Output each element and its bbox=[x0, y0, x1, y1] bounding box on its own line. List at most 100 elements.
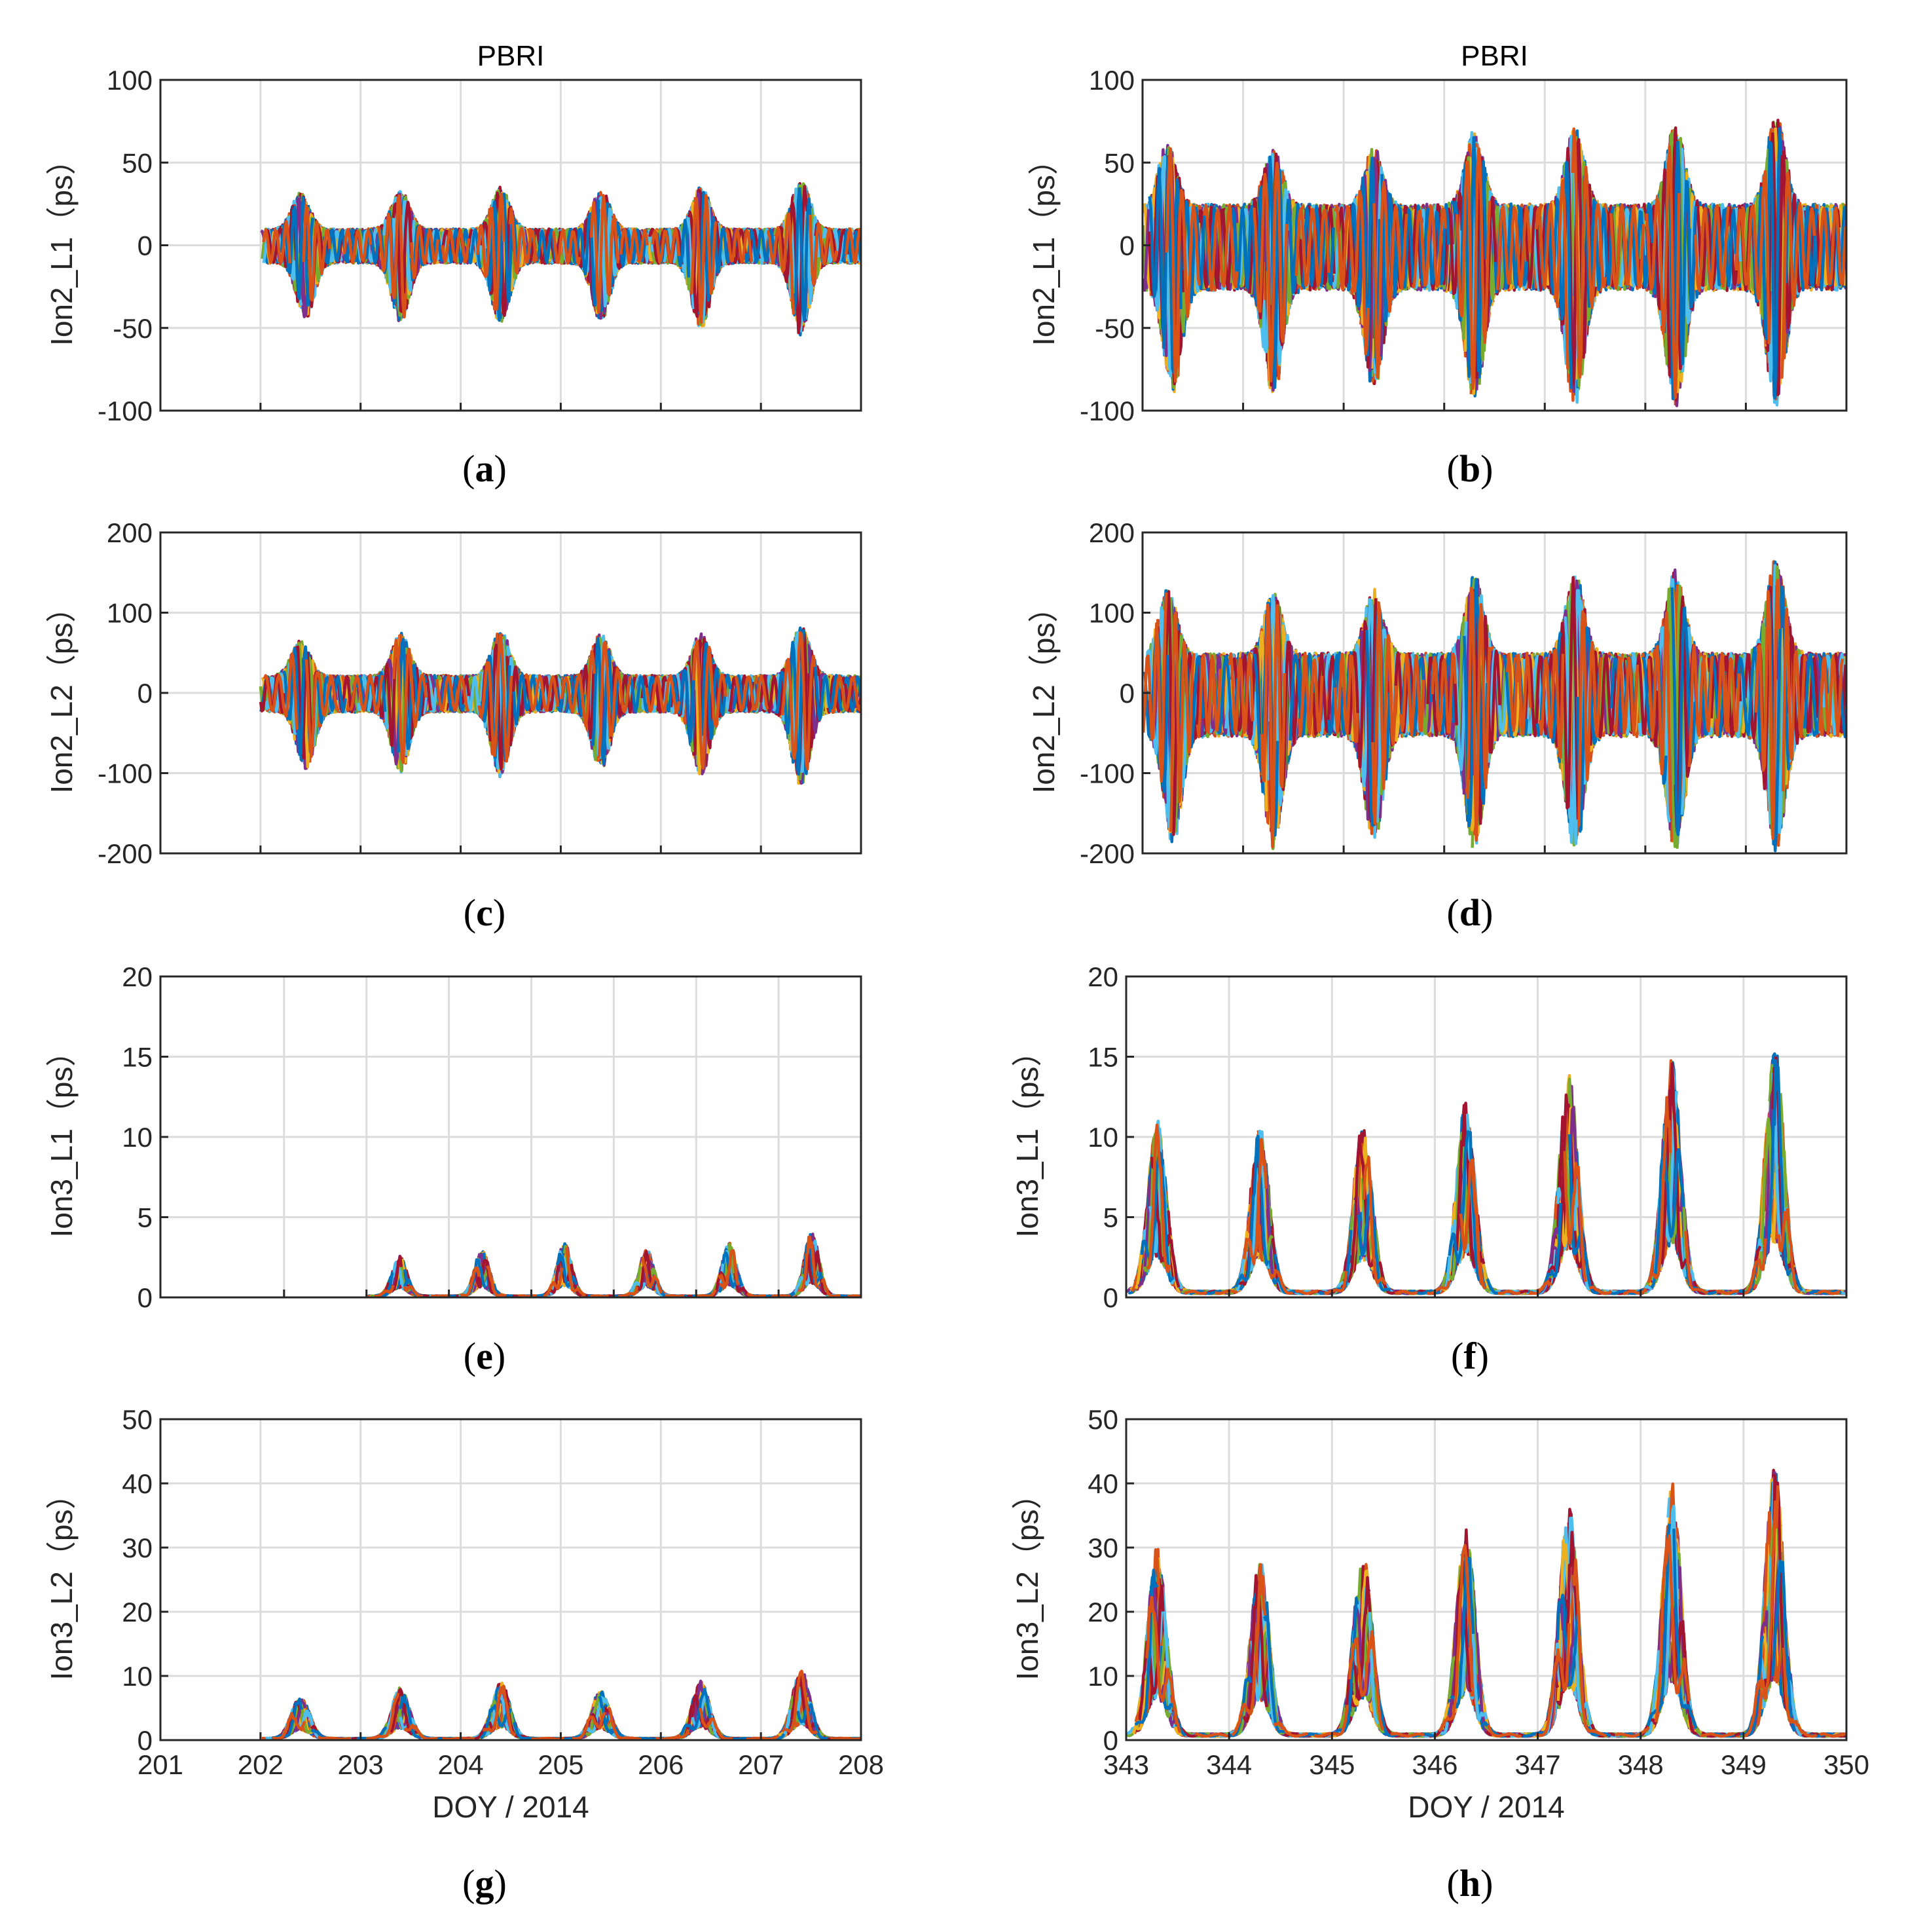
data-series-c-28 bbox=[591, 637, 621, 766]
data-series-g-28 bbox=[796, 1703, 828, 1740]
data-series-h-29 bbox=[1273, 1721, 1308, 1738]
data-series-d-29 bbox=[1333, 652, 1360, 743]
data-series-b-29 bbox=[1495, 205, 1531, 290]
data-series-g-29 bbox=[784, 1669, 818, 1734]
data-series-f-29 bbox=[1242, 1138, 1268, 1265]
data-series-f-29 bbox=[1184, 1289, 1207, 1295]
data-series-h-27 bbox=[1446, 1560, 1473, 1724]
y-tick-label: 10 bbox=[122, 1661, 153, 1692]
data-series-h-29 bbox=[1194, 1732, 1229, 1738]
data-series-c-29 bbox=[477, 633, 513, 763]
y-tick-label: 10 bbox=[122, 1122, 153, 1153]
y-tick-label: -100 bbox=[1080, 758, 1135, 789]
data-series-f-29 bbox=[1459, 1159, 1484, 1286]
data-series-b-28 bbox=[1148, 155, 1182, 375]
axes-box-g bbox=[159, 1418, 862, 1741]
x-tick-label: 203 bbox=[338, 1749, 384, 1780]
y-tick-label: 50 bbox=[1104, 147, 1135, 178]
panel-caption: (a) bbox=[462, 447, 507, 490]
data-series-b-28 bbox=[1416, 202, 1450, 286]
data-series-b-29 bbox=[1734, 170, 1770, 344]
data-series-h-29 bbox=[1486, 1724, 1522, 1738]
data-series-c-27 bbox=[609, 666, 636, 739]
data-series-e-28 bbox=[556, 1253, 578, 1288]
panel-c: -200 -100 0 100 200 Ion2_L2（ps） (c) bbox=[45, 517, 862, 934]
data-series-b-29 bbox=[1253, 162, 1289, 382]
y-tick-label: 10 bbox=[1088, 1661, 1118, 1692]
data-series-f-27 bbox=[1659, 1062, 1690, 1270]
data-series-a-29 bbox=[589, 194, 619, 314]
data-series-f-29 bbox=[1777, 1208, 1801, 1293]
data-series-b-29 bbox=[1694, 204, 1730, 292]
data-series-c-29 bbox=[780, 631, 816, 771]
panel-caption: (f) bbox=[1451, 1335, 1489, 1377]
data-series-c-27 bbox=[759, 667, 786, 717]
data-series-c-29 bbox=[435, 674, 470, 713]
data-series-h-29 bbox=[1390, 1732, 1425, 1738]
data-series-a-29 bbox=[475, 193, 505, 311]
x-tick-label: 348 bbox=[1618, 1749, 1664, 1780]
y-tick-label: 5 bbox=[1103, 1202, 1118, 1233]
data-series-g-29 bbox=[482, 1684, 516, 1737]
data-series-g-29 bbox=[830, 1736, 861, 1740]
data-series-d-29 bbox=[1169, 611, 1196, 832]
data-series-c-28 bbox=[665, 663, 695, 743]
data-series-f-29 bbox=[1497, 1290, 1521, 1295]
panel-g: 201 202 203 204 205 206 207 208 0 10 20 30 40 50 Ion3_… bbox=[45, 1404, 884, 1904]
data-series-g-29 bbox=[442, 1736, 475, 1740]
data-series-b-29 bbox=[1571, 127, 1607, 379]
series-group-f bbox=[1126, 1052, 1846, 1295]
data-series-e-29 bbox=[430, 1294, 450, 1297]
data-series-a-29 bbox=[441, 228, 471, 264]
data-series-d-29 bbox=[1260, 603, 1287, 849]
data-series-c-28 bbox=[512, 673, 543, 726]
data-series-a-29 bbox=[845, 227, 861, 265]
data-series-d-28 bbox=[1429, 652, 1456, 735]
data-series-g-29 bbox=[317, 1735, 352, 1740]
panel-caption: (g) bbox=[462, 1862, 507, 1904]
data-series-f-29 bbox=[1146, 1123, 1171, 1273]
data-series-h-29 bbox=[1438, 1544, 1474, 1732]
data-series-e-29 bbox=[820, 1278, 841, 1297]
y-tick-label: 0 bbox=[1120, 678, 1135, 709]
data-series-a-28 bbox=[566, 200, 600, 307]
data-series-e-29 bbox=[746, 1292, 767, 1297]
data-series-g-29 bbox=[572, 1711, 606, 1740]
data-series-f-27 bbox=[1347, 1134, 1377, 1284]
panel-h: 343 344 345 346 347 348 349 350 0 10 20 30 40 50 Ion3_… bbox=[1010, 1404, 1869, 1904]
data-series-b-29 bbox=[1456, 147, 1492, 390]
data-series-a-29 bbox=[302, 204, 332, 302]
x-tick-label: 345 bbox=[1309, 1749, 1355, 1780]
x-tick-label: 204 bbox=[438, 1749, 484, 1780]
y-axis-label: Ion3_L2（ps） bbox=[1010, 1479, 1044, 1681]
data-series-f-28 bbox=[1808, 1290, 1842, 1295]
y-tick-label: -200 bbox=[98, 838, 153, 869]
data-series-e-29 bbox=[665, 1294, 685, 1297]
data-series-f-29 bbox=[1684, 1231, 1709, 1295]
data-series-b-29 bbox=[1203, 203, 1239, 292]
data-series-h-28 bbox=[1672, 1529, 1698, 1729]
data-series-d-29 bbox=[1196, 653, 1222, 739]
data-series-e-29 bbox=[543, 1267, 564, 1297]
y-tick-label: 20 bbox=[122, 1597, 153, 1627]
data-series-f-28 bbox=[1357, 1186, 1391, 1292]
data-series-b-29 bbox=[1334, 189, 1370, 356]
y-tick-label: 0 bbox=[137, 1282, 153, 1313]
x-tick-label: 343 bbox=[1103, 1749, 1149, 1780]
y-tick-label: 0 bbox=[1120, 231, 1135, 261]
data-series-d-29 bbox=[1714, 652, 1741, 737]
data-series-a-29 bbox=[262, 219, 291, 265]
data-series-d-26 bbox=[1822, 652, 1846, 736]
data-series-b-27 bbox=[1516, 204, 1553, 294]
y-axis-label: Ion3_L2（ps） bbox=[45, 1479, 79, 1681]
y-tick-label: 20 bbox=[1088, 1597, 1118, 1627]
data-series-c-29 bbox=[392, 639, 428, 764]
data-series-h-26 bbox=[1566, 1516, 1596, 1734]
y-tick-label: 5 bbox=[137, 1202, 153, 1233]
data-series-g-29 bbox=[608, 1707, 642, 1740]
grid-e bbox=[160, 976, 861, 1297]
data-series-f-29 bbox=[1715, 1290, 1739, 1295]
data-series-a-29 bbox=[508, 207, 538, 275]
data-series-h-29 bbox=[1535, 1623, 1571, 1737]
data-series-b-27 bbox=[1560, 138, 1598, 386]
